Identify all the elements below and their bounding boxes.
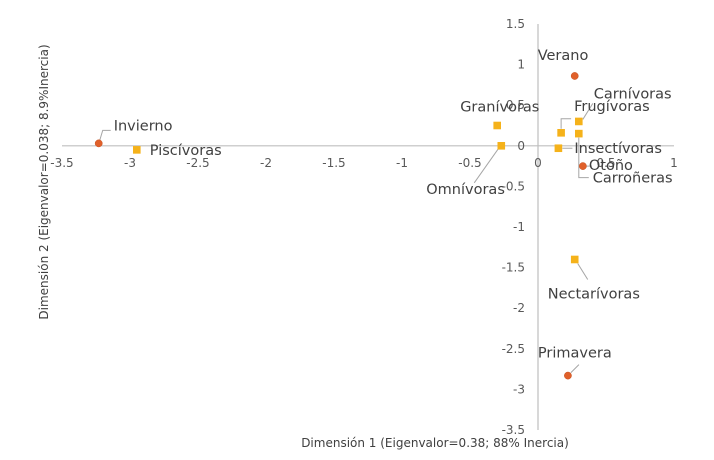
point-frugivoras: [557, 129, 565, 137]
leader-frugivoras: [560, 118, 572, 129]
label-piscivoras: Piscívoras: [150, 143, 222, 159]
label-frugivoras: Frugívoras: [574, 99, 650, 115]
point-insectivoras: [554, 144, 563, 153]
x-tick-label: -0.5: [458, 156, 481, 170]
x-tick-label: -1.5: [322, 156, 345, 170]
point-otono: [579, 162, 587, 170]
x-tick-label: 0.5: [596, 156, 615, 170]
y-tick-label: -2: [513, 301, 525, 315]
leader-nectarivoras: [577, 263, 589, 280]
point-omnivoras: [497, 142, 506, 150]
x-tick-label: 1: [670, 156, 678, 170]
point-granivoras: [493, 121, 501, 130]
label-primavera: Primavera: [538, 346, 612, 362]
y-tick-label: -1: [513, 220, 525, 234]
point-primavera: [564, 371, 572, 380]
label-leader-lines: [99, 103, 594, 373]
leader-primavera: [570, 364, 580, 373]
y-tick-label: -0.5: [502, 179, 525, 193]
y-tick-label: 0.5: [506, 98, 525, 112]
label-omnivoras: Omnívoras: [426, 182, 505, 198]
leader-omnivoras: [473, 148, 499, 184]
label-otono: Otoño: [589, 158, 633, 174]
y-tick-label: 0: [517, 139, 525, 153]
y-tick-labels: 1.5 1 0.5 0 -0.5 -1 -1.5 -2 -2.5 -3 -3.5: [502, 17, 525, 437]
y-tick-label: -2.5: [502, 342, 525, 356]
x-tick-label: -1: [396, 156, 408, 170]
label-insectivoras: Insectívoras: [574, 141, 661, 157]
leader-carroneras: [578, 137, 589, 179]
label-verano: Verano: [538, 48, 589, 64]
axes: [62, 24, 674, 430]
point-invierno: [94, 139, 103, 148]
data-points: [94, 72, 587, 380]
x-tick-label: 0: [534, 156, 542, 170]
y-tick-label: -1.5: [502, 261, 525, 275]
x-tick-labels: -3.5 -3 -2.5 -2 -1.5 -1 -0.5 0 0.5 1: [50, 156, 678, 170]
point-piscivoras: [133, 146, 141, 154]
x-tick-label: -3.5: [50, 156, 73, 170]
label-invierno: Invierno: [114, 118, 173, 134]
x-tick-label: -2.5: [186, 156, 209, 170]
y-tick-label: 1.5: [506, 17, 525, 31]
y-tick-label: 1: [517, 58, 525, 72]
point-carroneras: [575, 129, 583, 138]
data-labels: Invierno Verano Otoño Primavera Piscívoras Gr…: [114, 48, 673, 362]
label-carnivoras: Carnívoras: [594, 86, 672, 102]
y-tick-label: -3: [513, 382, 525, 396]
point-carnivoras: [575, 117, 583, 126]
leader-carnivoras: [582, 103, 594, 120]
label-granivoras: Granívoras: [460, 100, 539, 116]
x-axis-title: Dimensión 1 (Eigenvalor=0.38; 88% Inerci…: [301, 436, 569, 450]
y-axis-title: Dimensión 2 (Eigenvalor=0.038; 8.9%Inerc…: [37, 44, 51, 319]
leader-invierno: [99, 129, 111, 141]
point-nectarivoras: [570, 255, 579, 264]
label-nectarivoras: Nectarívoras: [548, 286, 640, 302]
label-carroneras: Carroñeras: [593, 171, 673, 187]
x-tick-label: -2: [260, 156, 272, 170]
x-tick-label: -3: [124, 156, 136, 170]
point-verano: [570, 72, 579, 80]
y-tick-label: -3.5: [502, 423, 525, 437]
